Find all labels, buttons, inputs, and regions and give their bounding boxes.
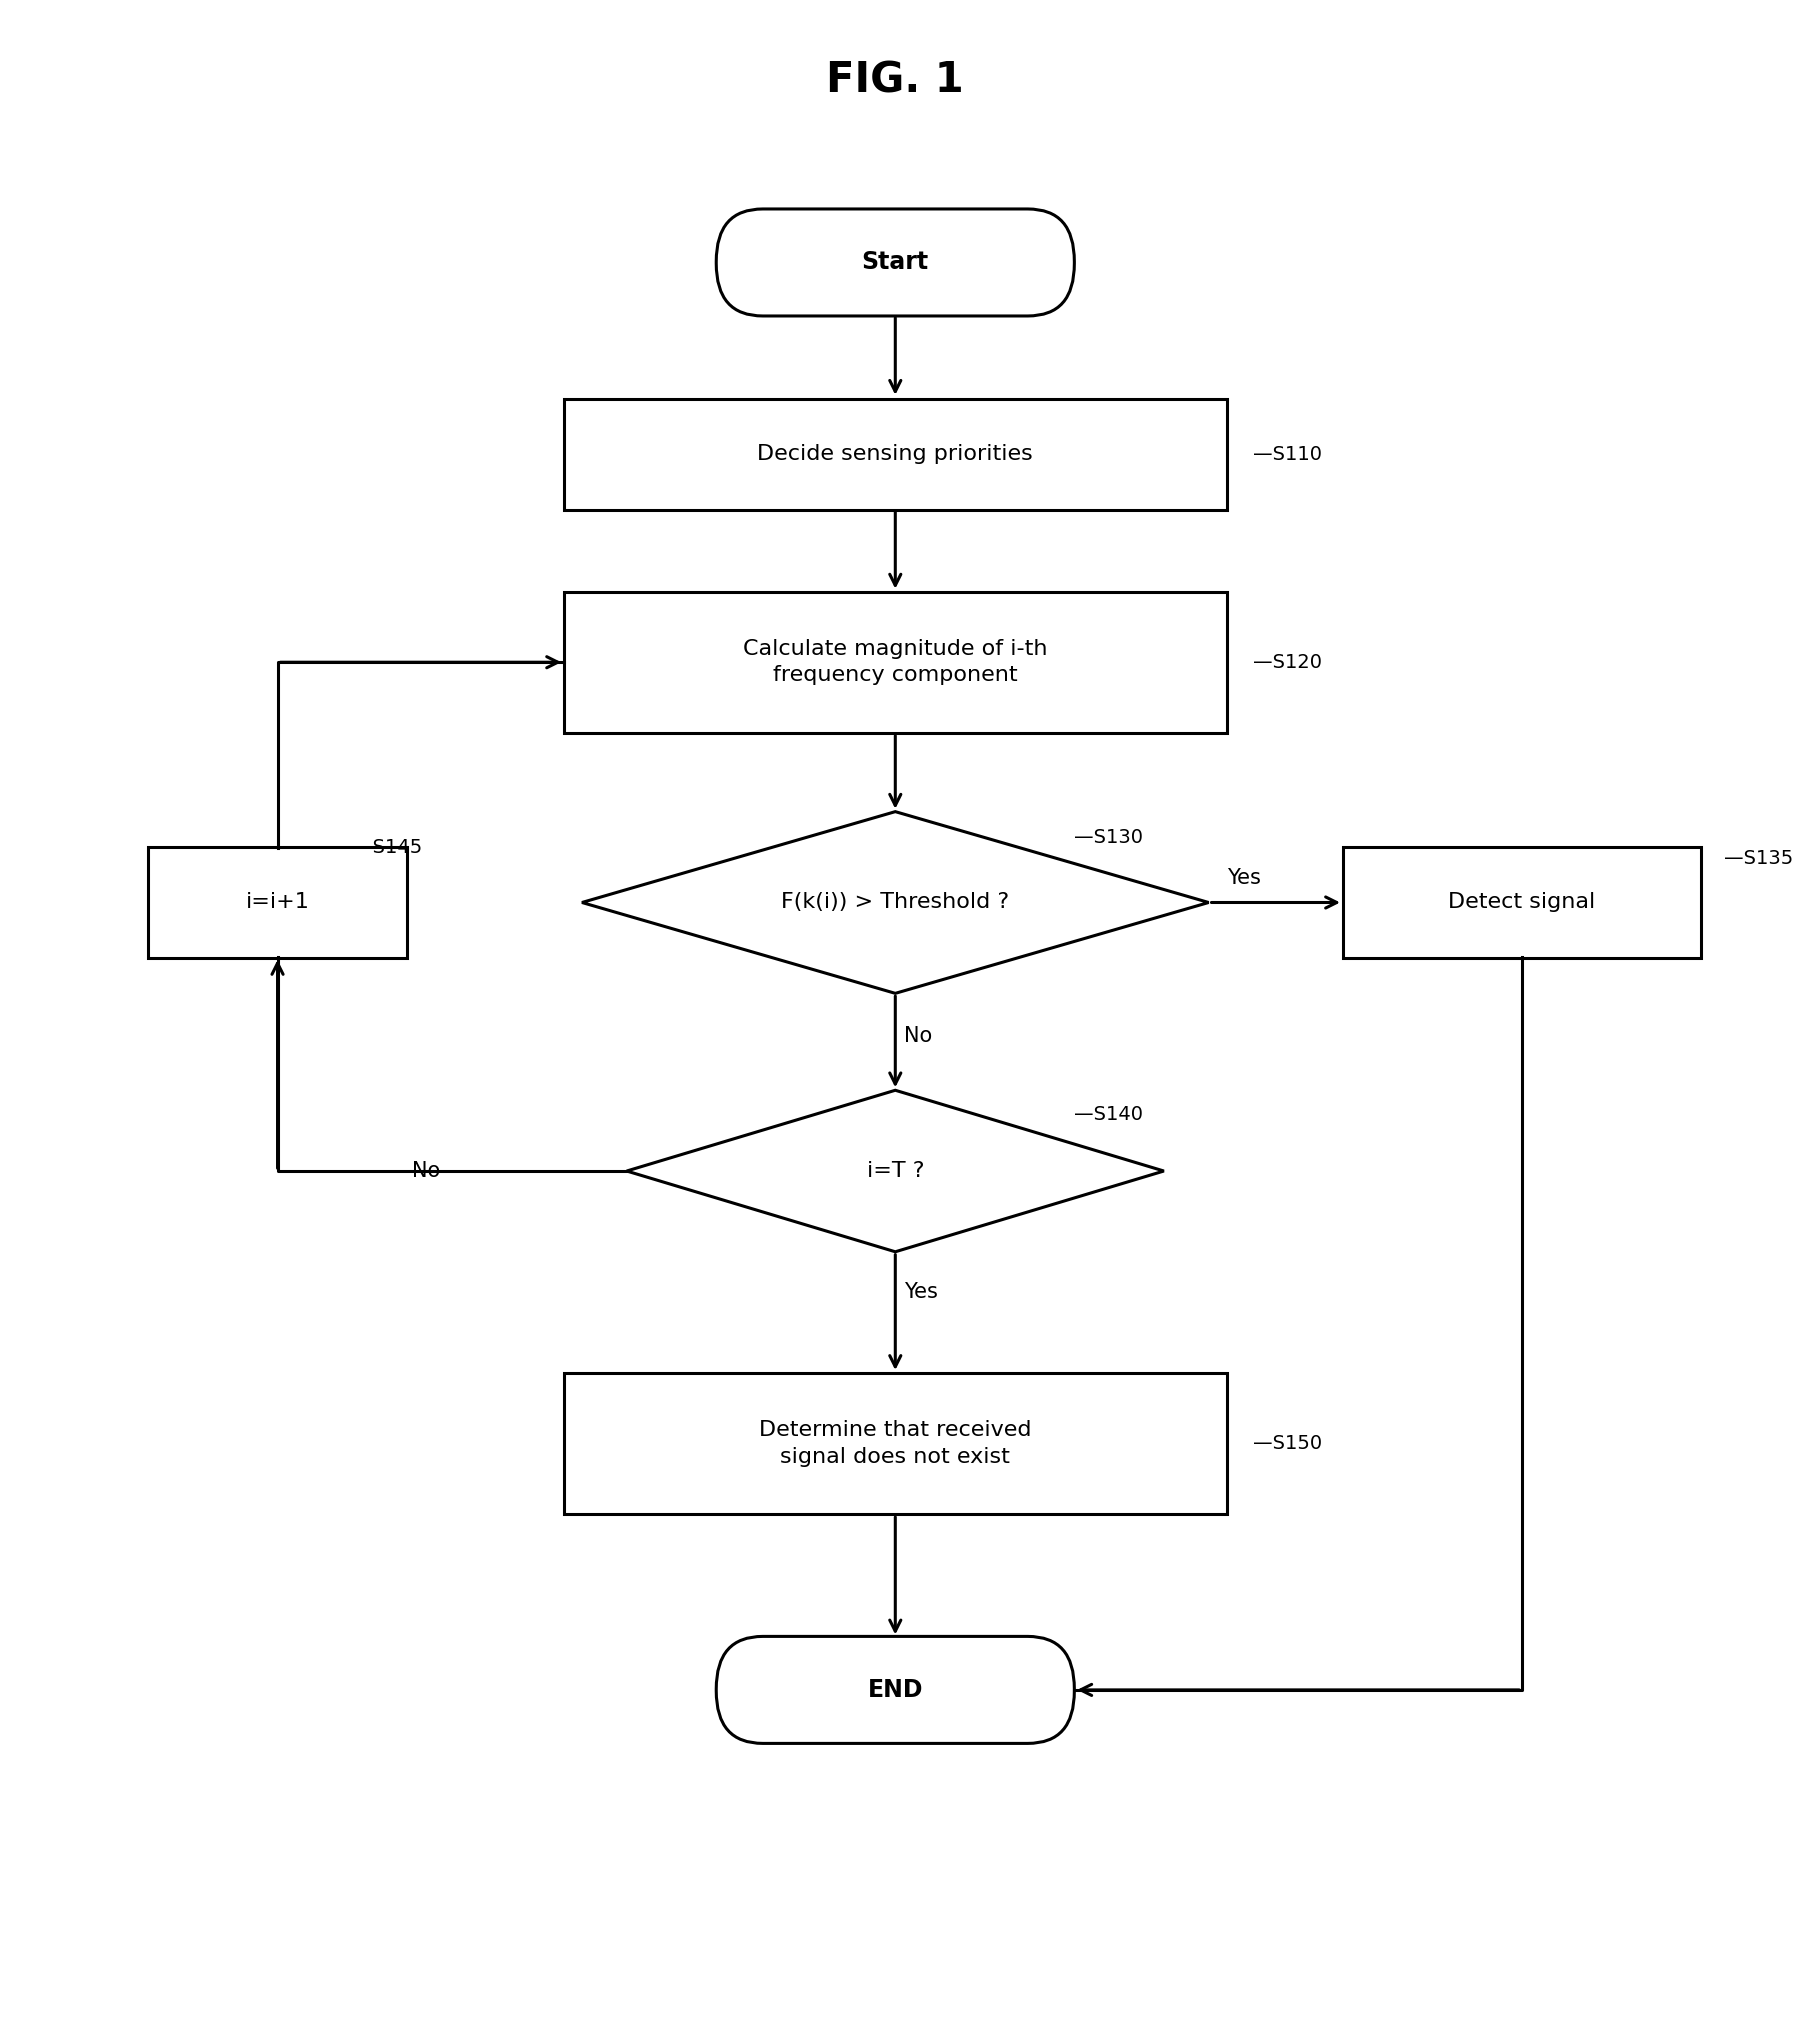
FancyBboxPatch shape	[716, 208, 1073, 315]
Bar	[1343, 846, 1700, 957]
Text: —S130: —S130	[1073, 828, 1142, 848]
Text: FIG. 1: FIG. 1	[826, 61, 963, 101]
Text: Decide sensing priorities: Decide sensing priorities	[757, 444, 1032, 464]
Polygon shape	[627, 1090, 1164, 1252]
Bar	[564, 400, 1225, 509]
Text: Yes: Yes	[1225, 868, 1259, 888]
Text: No: No	[412, 1161, 439, 1181]
Text: —S110: —S110	[1252, 444, 1321, 464]
Bar	[148, 846, 407, 957]
Bar	[564, 592, 1225, 733]
Text: —S140: —S140	[1073, 1104, 1142, 1125]
Text: Start: Start	[862, 250, 929, 275]
Text: —S135: —S135	[1724, 848, 1793, 868]
Text: No: No	[904, 1026, 932, 1046]
Text: Determine that received
signal does not exist: Determine that received signal does not …	[759, 1421, 1032, 1466]
Text: —S120: —S120	[1252, 652, 1321, 672]
Text: i=T ?: i=T ?	[866, 1161, 923, 1181]
Text: Calculate magnitude of i-th
frequency component: Calculate magnitude of i-th frequency co…	[743, 640, 1046, 684]
Bar	[564, 1373, 1225, 1514]
Text: —S150: —S150	[1252, 1433, 1321, 1454]
Text: Yes: Yes	[904, 1282, 938, 1302]
Text: F(k(i)) > Threshold ?: F(k(i)) > Threshold ?	[781, 892, 1008, 913]
Text: END: END	[867, 1678, 923, 1702]
Text: i=i+1: i=i+1	[246, 892, 309, 913]
Text: —S145: —S145	[352, 838, 421, 858]
Polygon shape	[582, 812, 1209, 993]
Text: Detect signal: Detect signal	[1447, 892, 1596, 913]
FancyBboxPatch shape	[716, 1635, 1073, 1744]
